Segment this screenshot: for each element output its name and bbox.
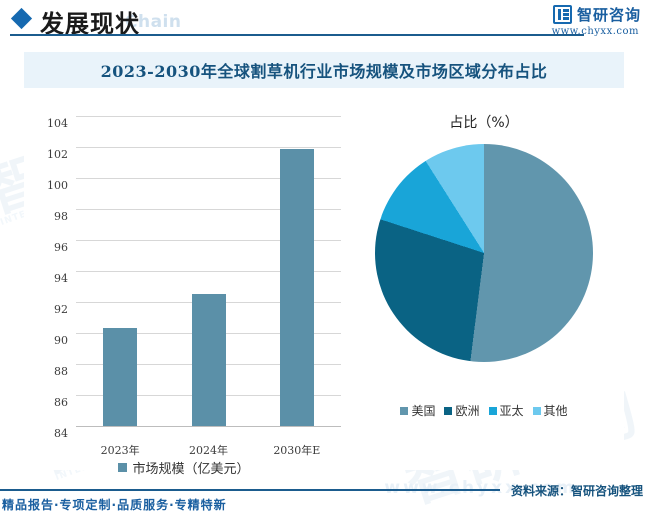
- bar-chart-plot-area: 2023年 2024年 2030年E: [76, 116, 341, 457]
- chart-card: 2023-2030年全球割草机行业市场规模及市场区域分布占比 104 102 100…: [24, 52, 624, 477]
- legend-label-亚太: 亚太: [499, 404, 524, 418]
- pie-legend-item-亚太[interactable]: 亚太: [488, 402, 524, 419]
- header-divider: [10, 34, 570, 36]
- gridline: [76, 271, 341, 272]
- header-ghost-text: Chain: [125, 12, 182, 32]
- slide-header: Chain 发展现状 智研咨询 www.chyxx.com: [0, 0, 647, 40]
- legend-label-美国: 美国: [411, 404, 436, 418]
- bar-chart-legend: 市场规模（亿美元）: [24, 458, 344, 477]
- chart-card-title: 2023-2030年全球割草机行业市场规模及市场区域分布占比: [24, 52, 624, 88]
- gridline: [76, 209, 341, 210]
- diamond-bullet-icon: [10, 7, 33, 30]
- pie-chart-graphic: [375, 144, 593, 362]
- page-title: 发展现状: [40, 10, 140, 38]
- brand-mark-icon: [552, 5, 572, 24]
- bar-2030年E[interactable]: [279, 148, 314, 426]
- legend-swatch-其他: [532, 406, 541, 415]
- x-axis-label: 2023年: [100, 444, 140, 457]
- legend-label-market-size: 市场规模（亿美元）: [132, 462, 250, 477]
- gridline: [76, 178, 341, 179]
- legend-swatch-欧洲: [444, 406, 453, 415]
- gridline: [76, 240, 341, 241]
- brand-logo: 智研咨询: [552, 4, 641, 25]
- footer-url-watermark: www.chyxx.com: [384, 478, 577, 498]
- x-axis-label: 2024年: [189, 444, 228, 457]
- legend-swatch-美国: [400, 406, 409, 415]
- gridline: [76, 426, 341, 427]
- legend-swatch-market-size: [118, 463, 128, 472]
- pie-chart-legend: 美国 欧洲 亚太 其他: [344, 402, 624, 419]
- footer-source: 资料来源：智研咨询整理: [510, 484, 643, 498]
- y-axis-tick: 102: [47, 148, 68, 161]
- pie-legend-item-欧洲[interactable]: 欧洲: [444, 402, 480, 419]
- bar-chart-y-axis: 104 102 100 98 96 94 92 90 88 86 84: [24, 116, 344, 440]
- pie-legend-item-其他[interactable]: 其他: [532, 402, 568, 419]
- footer-divider: [0, 489, 500, 491]
- brand-name: 智研咨询: [576, 6, 641, 24]
- y-axis-tick: 92: [54, 303, 68, 316]
- bar-2024年[interactable]: [191, 294, 226, 426]
- y-axis-tick: 84: [54, 427, 68, 440]
- y-axis-tick: 100: [47, 179, 68, 192]
- pie-legend-item-美国[interactable]: 美国: [400, 402, 435, 419]
- legend-label-欧洲: 欧洲: [455, 404, 480, 418]
- bar-chart: 104 102 100 98 96 94 92 90 88 86 84 2023年 2024年 2030…: [24, 108, 344, 508]
- header-divider-tail: [570, 34, 584, 36]
- y-axis-tick: 86: [54, 396, 68, 409]
- y-axis-tick: 98: [54, 210, 68, 223]
- gridline: [76, 116, 341, 117]
- y-axis-tick: 96: [54, 241, 68, 254]
- y-axis-tick: 104: [47, 117, 68, 130]
- pie-chart: 占比（%） 美国 欧洲 亚太 其他: [344, 108, 624, 508]
- legend-label-其他: 其他: [543, 404, 568, 418]
- pie-chart-title: 占比（%）: [449, 115, 519, 131]
- gridline: [76, 147, 341, 148]
- y-axis-tick: 90: [54, 334, 68, 347]
- bar-2023年[interactable]: [103, 328, 138, 426]
- y-axis-tick: 88: [54, 365, 68, 378]
- brand-url: www.chyxx.com: [551, 26, 639, 37]
- footer-tagline: 精品报告·专项定制·品质服务·专精特新: [2, 498, 227, 512]
- x-axis-label: 2030年E: [273, 444, 321, 457]
- y-axis-tick: 94: [54, 272, 68, 285]
- legend-swatch-亚太: [488, 406, 497, 415]
